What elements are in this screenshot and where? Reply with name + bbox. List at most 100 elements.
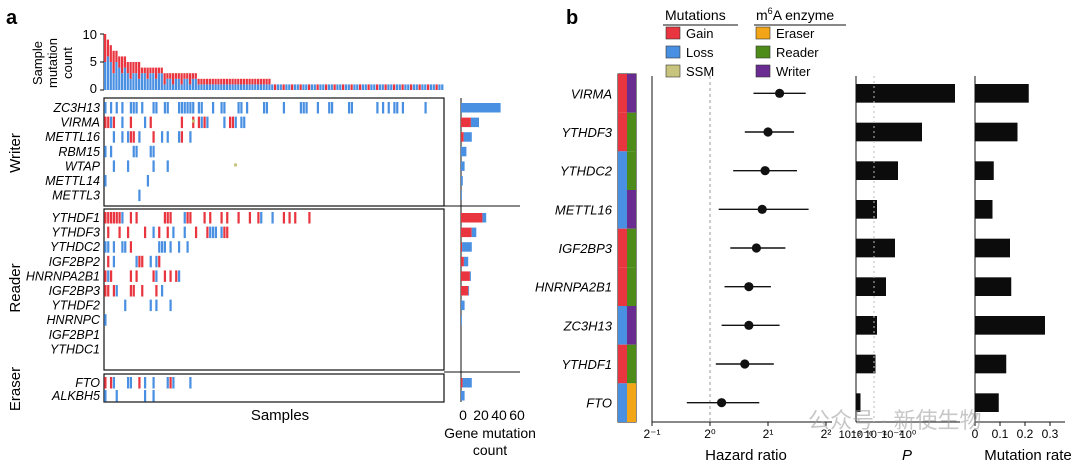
mutation-cell xyxy=(109,102,113,114)
mutation-cell xyxy=(129,241,133,253)
legend-swatch-gain xyxy=(665,26,681,40)
writer-group-box xyxy=(103,97,445,207)
mutation-cell xyxy=(211,102,215,114)
eraser-group-box xyxy=(103,373,445,403)
mutation-cell xyxy=(302,102,305,114)
mutation-cell xyxy=(328,102,331,114)
p-bar xyxy=(856,161,898,180)
mutation-cell xyxy=(126,226,130,239)
mutation-cell xyxy=(107,285,110,297)
sample-count-bar-loss xyxy=(135,73,138,90)
mutation-cell xyxy=(245,102,249,114)
sample-count-bar-loss xyxy=(140,73,144,90)
forest-point xyxy=(717,398,727,408)
row-label: HNRNPA2B1 xyxy=(535,280,612,295)
mutation-cell xyxy=(166,131,169,143)
mutation-cell xyxy=(248,212,252,224)
mutation-cell xyxy=(262,102,266,114)
mutation-cell xyxy=(132,285,135,297)
mutation-cell xyxy=(158,241,161,253)
group-label-reader: Reader xyxy=(7,263,24,312)
mutation-cell xyxy=(155,102,158,114)
gene-label: METTL16 xyxy=(45,130,100,144)
mutation-cell xyxy=(183,212,186,224)
sample-count-bar-gain xyxy=(231,78,234,85)
mutation-cell xyxy=(200,102,203,114)
sample-count-bar-loss xyxy=(220,84,223,90)
mutation-cell xyxy=(166,226,169,239)
sample-count-bar-gain xyxy=(225,78,229,85)
sample-count-bar-gain xyxy=(132,62,135,74)
sample-count-bar-gain xyxy=(166,73,169,79)
gene-bar-loss xyxy=(462,242,472,252)
row-label: YTHDC2 xyxy=(560,164,613,179)
enzyme-strip-cell xyxy=(627,267,636,306)
mutation-cell xyxy=(143,377,147,389)
gene-label: IGF2BP3 xyxy=(49,284,100,298)
sample-count-bar-loss xyxy=(268,84,271,90)
mutation-cell xyxy=(189,131,192,143)
sample-count-bar-gain xyxy=(435,84,438,90)
sample-count-bar-gain xyxy=(138,62,141,79)
rate-bar-chart: 0 0.1 0.2 0.3 xyxy=(972,84,1059,441)
mutation-cell xyxy=(240,116,243,129)
gene-label: WTAP xyxy=(65,159,101,173)
sample-count-bar-loss xyxy=(149,73,152,90)
sample-count-bar-loss xyxy=(208,84,212,90)
sample-count-bar-loss xyxy=(378,84,382,90)
sample-count-bar-gain xyxy=(189,73,192,85)
p-tick-label: 10⁻² xyxy=(881,429,903,441)
legend-label-ssm: SSM xyxy=(686,64,714,79)
legend-label-gain: Gain xyxy=(686,26,713,41)
top-axis-label-3: count xyxy=(60,47,75,79)
mutation-cell xyxy=(183,226,186,239)
mutation-cell xyxy=(152,377,155,389)
sample-count-bar-loss xyxy=(223,84,226,90)
mutation-cell xyxy=(129,102,133,114)
mutation-cell xyxy=(141,255,144,268)
p-tick-label: 10⁻⁶ xyxy=(851,429,874,441)
mutation-strip-cell xyxy=(618,190,627,229)
mutation-cell xyxy=(160,241,164,253)
mutation-cell xyxy=(121,102,124,114)
sample-count-bar-gain xyxy=(143,67,146,74)
sample-count-bar-gain xyxy=(197,78,200,85)
legend-label-reader: Reader xyxy=(776,45,819,60)
mutation-cell xyxy=(138,131,141,143)
mutation-cell xyxy=(155,255,158,268)
sample-count-bar-loss xyxy=(242,84,246,90)
sample-count-bar-loss xyxy=(356,84,359,90)
mutation-cell xyxy=(177,241,181,253)
sample-count-bar-loss xyxy=(288,84,291,90)
sample-count-bar-gain xyxy=(177,73,180,79)
sample-count-bar-gain xyxy=(257,78,260,85)
mutation-cell xyxy=(152,226,155,239)
gene-bar-gain xyxy=(461,271,470,281)
mutation-cell xyxy=(112,212,116,224)
mutation-cell xyxy=(109,145,113,158)
mutation-strip-cell xyxy=(618,112,627,152)
mutation-cell xyxy=(172,377,175,389)
p-bar xyxy=(856,277,886,296)
sample-count-bar-loss xyxy=(313,84,316,90)
row-label: IGF2BP3 xyxy=(559,241,613,256)
bar-tick-40: 40 xyxy=(491,407,507,423)
sample-count-bar-loss xyxy=(112,73,115,90)
sample-count-bar-loss xyxy=(191,78,195,90)
forest-point xyxy=(744,282,754,292)
mutation-cell xyxy=(231,116,235,129)
gene-label: ALKBH5 xyxy=(51,389,100,403)
sample-count-bar-gain xyxy=(118,56,121,68)
mutation-cell xyxy=(189,102,192,114)
gene-bar-loss xyxy=(461,146,467,157)
legend-swatch-ssm xyxy=(665,64,681,78)
mutation-cell xyxy=(152,270,155,282)
sample-count-bar-gain xyxy=(140,67,144,74)
rate-bar xyxy=(975,161,994,180)
bar-tick-60: 60 xyxy=(509,407,525,423)
mutation-cell xyxy=(189,212,192,224)
sample-count-bar-gain xyxy=(245,78,248,85)
gene-bar-gain xyxy=(461,242,463,252)
sample-count-bar-gain xyxy=(268,78,271,85)
mutation-cell xyxy=(149,145,152,158)
